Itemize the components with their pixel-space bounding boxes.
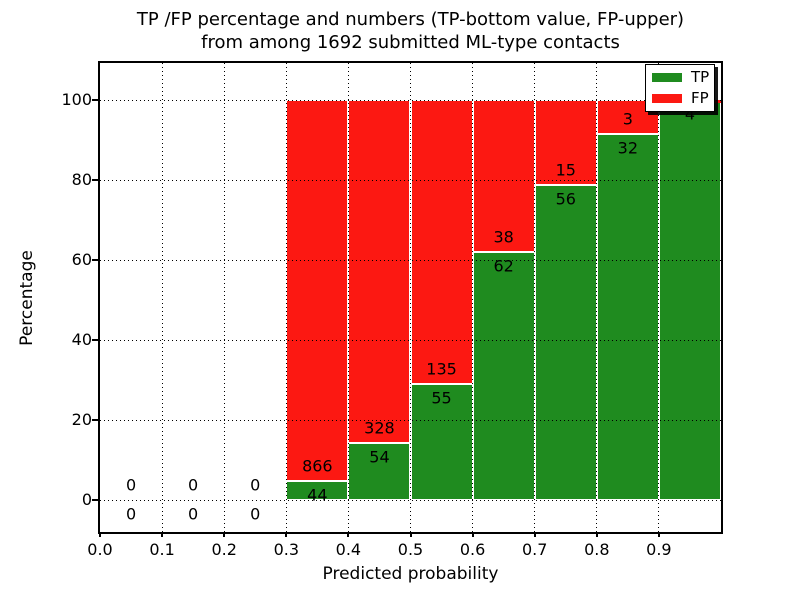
tp-count-label: 56 — [555, 189, 576, 208]
x-gridline — [534, 63, 536, 532]
y-tick — [92, 99, 98, 101]
x-gridline — [285, 63, 287, 532]
fp-count-label: 866 — [302, 456, 333, 476]
fp-count-label: 0 — [188, 475, 199, 495]
tp-count-label: 0 — [250, 504, 261, 524]
x-tick — [409, 532, 412, 537]
legend-item: TP — [652, 68, 710, 86]
y-tick — [92, 419, 98, 421]
bar-segment-fp — [410, 100, 473, 385]
x-tick — [657, 532, 660, 537]
chart-title: TP /FP percentage and numbers (TP-bottom… — [100, 8, 721, 54]
tp-count-label: 4 — [684, 104, 696, 124]
bar-segment-tp — [348, 443, 411, 500]
bar-segment-fp — [472, 100, 535, 252]
y-gridline — [100, 99, 721, 101]
tp-count-label: 55 — [431, 388, 452, 408]
x-tick-label: 0.9 — [646, 540, 672, 559]
bar-segment-fp — [286, 100, 349, 481]
tp-count-label: 54 — [369, 447, 390, 467]
x-gridline — [658, 63, 660, 532]
fp-count-label: 328 — [364, 418, 395, 438]
x-tick — [347, 532, 350, 537]
y-tick — [92, 499, 98, 501]
x-tick-label: 0.1 — [149, 540, 175, 559]
y-tick-label: 20 — [71, 410, 92, 429]
x-gridline — [410, 63, 411, 532]
x-gridline — [223, 63, 225, 532]
x-tick-label: 0.0 — [87, 540, 113, 559]
fp-count-label: 135 — [426, 359, 457, 379]
y-tick-label: 100 — [61, 90, 92, 109]
x-tick — [223, 532, 226, 537]
y-gridline — [100, 179, 721, 181]
tp-count-label: 62 — [493, 256, 514, 276]
y-axis-label: Percentage — [17, 250, 37, 346]
bar-segment-tp — [410, 384, 473, 500]
tp-swatch-icon — [652, 73, 682, 82]
fp-count-label: 0 — [250, 475, 261, 495]
fp-count-label: 0 — [125, 475, 137, 495]
x-tick-label: 0.2 — [211, 540, 237, 559]
x-tick — [99, 532, 101, 537]
y-gridline — [100, 419, 721, 421]
legend-label: TP — [691, 68, 710, 86]
fp-count-label: 3 — [622, 109, 633, 129]
y-tick — [92, 339, 98, 341]
x-gridline — [161, 63, 163, 532]
y-gridline — [100, 499, 721, 501]
bar-segment-fp — [596, 100, 659, 135]
x-tick-label: 0.7 — [521, 540, 548, 559]
x-tick-label: 0.3 — [273, 540, 300, 559]
fp-count-label: 15 — [555, 160, 576, 179]
y-tick — [92, 179, 98, 181]
chart-title-line2: from among 1692 submitted ML-type contac… — [201, 32, 620, 53]
x-tick — [285, 532, 288, 537]
y-gridline — [100, 339, 721, 341]
x-tick-label: 0.4 — [335, 540, 362, 559]
y-tick-label: 60 — [71, 250, 92, 269]
x-tick — [595, 532, 598, 537]
x-tick — [533, 532, 536, 537]
chart-title-line1: TP /FP percentage and numbers (TP-bottom… — [136, 9, 685, 30]
tp-count-label: 0 — [188, 504, 199, 524]
legend-label: FP — [691, 89, 709, 107]
legend: TP FP — [645, 64, 715, 112]
y-tick — [92, 259, 98, 261]
bar-segment-tp — [596, 134, 659, 500]
y-tick-label: 40 — [71, 330, 92, 349]
plot-area: 0000008664432854135553862155633204 — [100, 63, 721, 532]
tp-count-label: 0 — [125, 504, 137, 524]
tp-count-label: 44 — [307, 485, 328, 505]
x-tick — [161, 532, 164, 537]
x-gridline — [472, 63, 474, 532]
x-tick-label: 0.8 — [584, 540, 610, 559]
bar-segment-tp — [658, 100, 721, 500]
bar-segment-tp — [534, 184, 597, 500]
x-tick-label: 0.6 — [459, 540, 486, 559]
bar-segment-tp — [472, 252, 535, 500]
tp-count-label: 32 — [617, 138, 639, 158]
bar-segment-tp — [286, 480, 349, 500]
legend-item: FP — [652, 89, 709, 107]
y-tick-label: 80 — [71, 170, 92, 189]
y-gridline — [100, 259, 721, 261]
fp-count-label: 38 — [493, 227, 514, 247]
fp-swatch-icon — [652, 94, 682, 103]
x-tick — [471, 532, 474, 537]
bar-segment-fp — [534, 100, 597, 185]
y-tick-label: 0 — [81, 490, 92, 509]
bar-segment-fp — [348, 100, 411, 444]
x-axis-label: Predicted probability — [322, 564, 499, 584]
x-tick-label: 0.5 — [397, 540, 424, 559]
x-gridline — [596, 63, 598, 532]
x-gridline — [347, 63, 349, 532]
